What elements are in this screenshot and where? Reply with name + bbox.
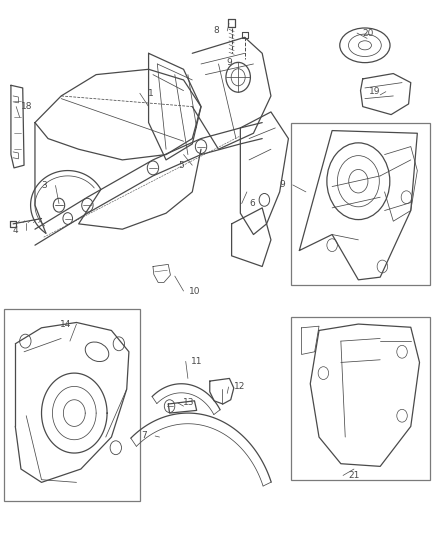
Text: 7: 7 [141, 432, 147, 440]
Text: 13: 13 [183, 399, 194, 407]
Text: 9: 9 [279, 181, 285, 189]
Bar [291, 123, 430, 285]
Text: 4: 4 [13, 226, 18, 235]
Text: 8: 8 [213, 27, 219, 35]
Text: 18: 18 [21, 102, 33, 111]
Text: 14: 14 [60, 320, 71, 328]
Text: 11: 11 [191, 357, 202, 366]
Bar [4, 309, 140, 501]
Text: 6: 6 [250, 199, 256, 208]
Text: 20: 20 [362, 29, 374, 37]
Text: 9: 9 [226, 58, 232, 67]
Text: 19: 19 [369, 87, 381, 96]
Text: 3: 3 [42, 181, 48, 190]
Text: 5: 5 [178, 161, 184, 169]
Text: 21: 21 [348, 471, 360, 480]
Text: 12: 12 [234, 383, 245, 391]
Text: 10: 10 [189, 287, 200, 295]
Text: 1: 1 [148, 89, 154, 98]
Bar [291, 317, 430, 480]
